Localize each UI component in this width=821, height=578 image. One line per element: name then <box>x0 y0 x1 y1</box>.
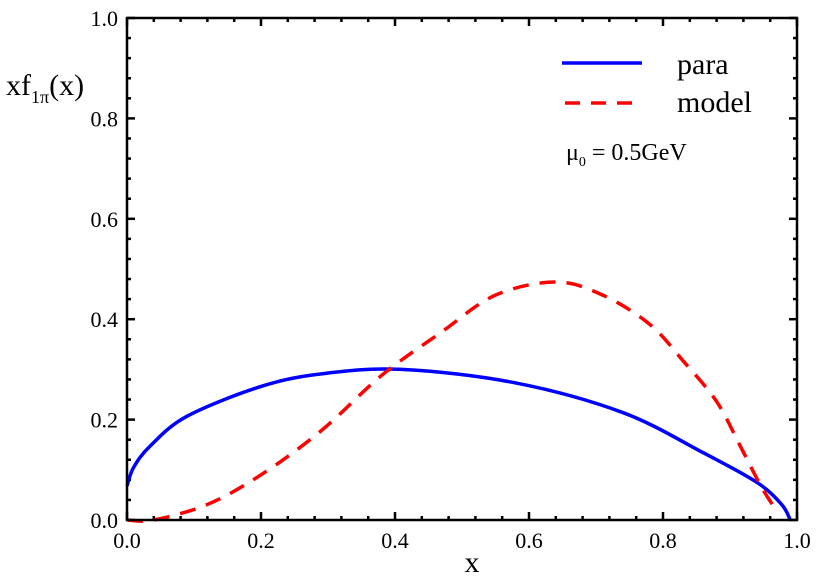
annotation-mu: μ <box>566 140 579 166</box>
series-line-para <box>125 367 792 521</box>
x-tick-label: 0.2 <box>247 528 275 553</box>
series-group <box>125 280 792 523</box>
y-tick-label: 0.8 <box>91 106 119 131</box>
x-tick-label: 0.4 <box>381 528 409 553</box>
x-tick-label: 1.0 <box>783 528 811 553</box>
y-axis-label-tail: (x) <box>49 69 84 102</box>
y-tick-label: 0.2 <box>91 408 119 433</box>
y-tick-label: 0.0 <box>91 508 119 533</box>
x-axis-label: x <box>465 546 480 578</box>
legend-label-para: para <box>677 48 729 81</box>
annotation-mu0: μ0 = 0.5GeV <box>566 140 687 170</box>
x-tick-label: 0.0 <box>113 528 141 553</box>
x-tick-label: 0.8 <box>649 528 677 553</box>
tick-labels: 0.0 0.2 0.4 0.6 0.8 1.0 0.0 0.2 0.4 0.6 0.8 1.0 <box>91 6 811 553</box>
legend-label-model: model <box>677 86 752 119</box>
x-tick-label: 0.6 <box>515 528 543 553</box>
y-tick-label: 0.4 <box>91 307 119 332</box>
y-axis-label: xf1π(x) <box>6 69 84 107</box>
series-line-model <box>126 280 779 523</box>
plot-frame <box>125 16 799 522</box>
y-axis-label-main: xf <box>6 69 31 102</box>
legend: para model <box>562 48 752 119</box>
annotation-sub: 0 <box>579 155 586 170</box>
y-tick-label: 0.6 <box>91 207 119 232</box>
y-axis-label-sub: 1π <box>31 87 49 107</box>
y-tick-label: 1.0 <box>91 6 119 31</box>
annotation-text: = 0.5GeV <box>586 140 688 166</box>
